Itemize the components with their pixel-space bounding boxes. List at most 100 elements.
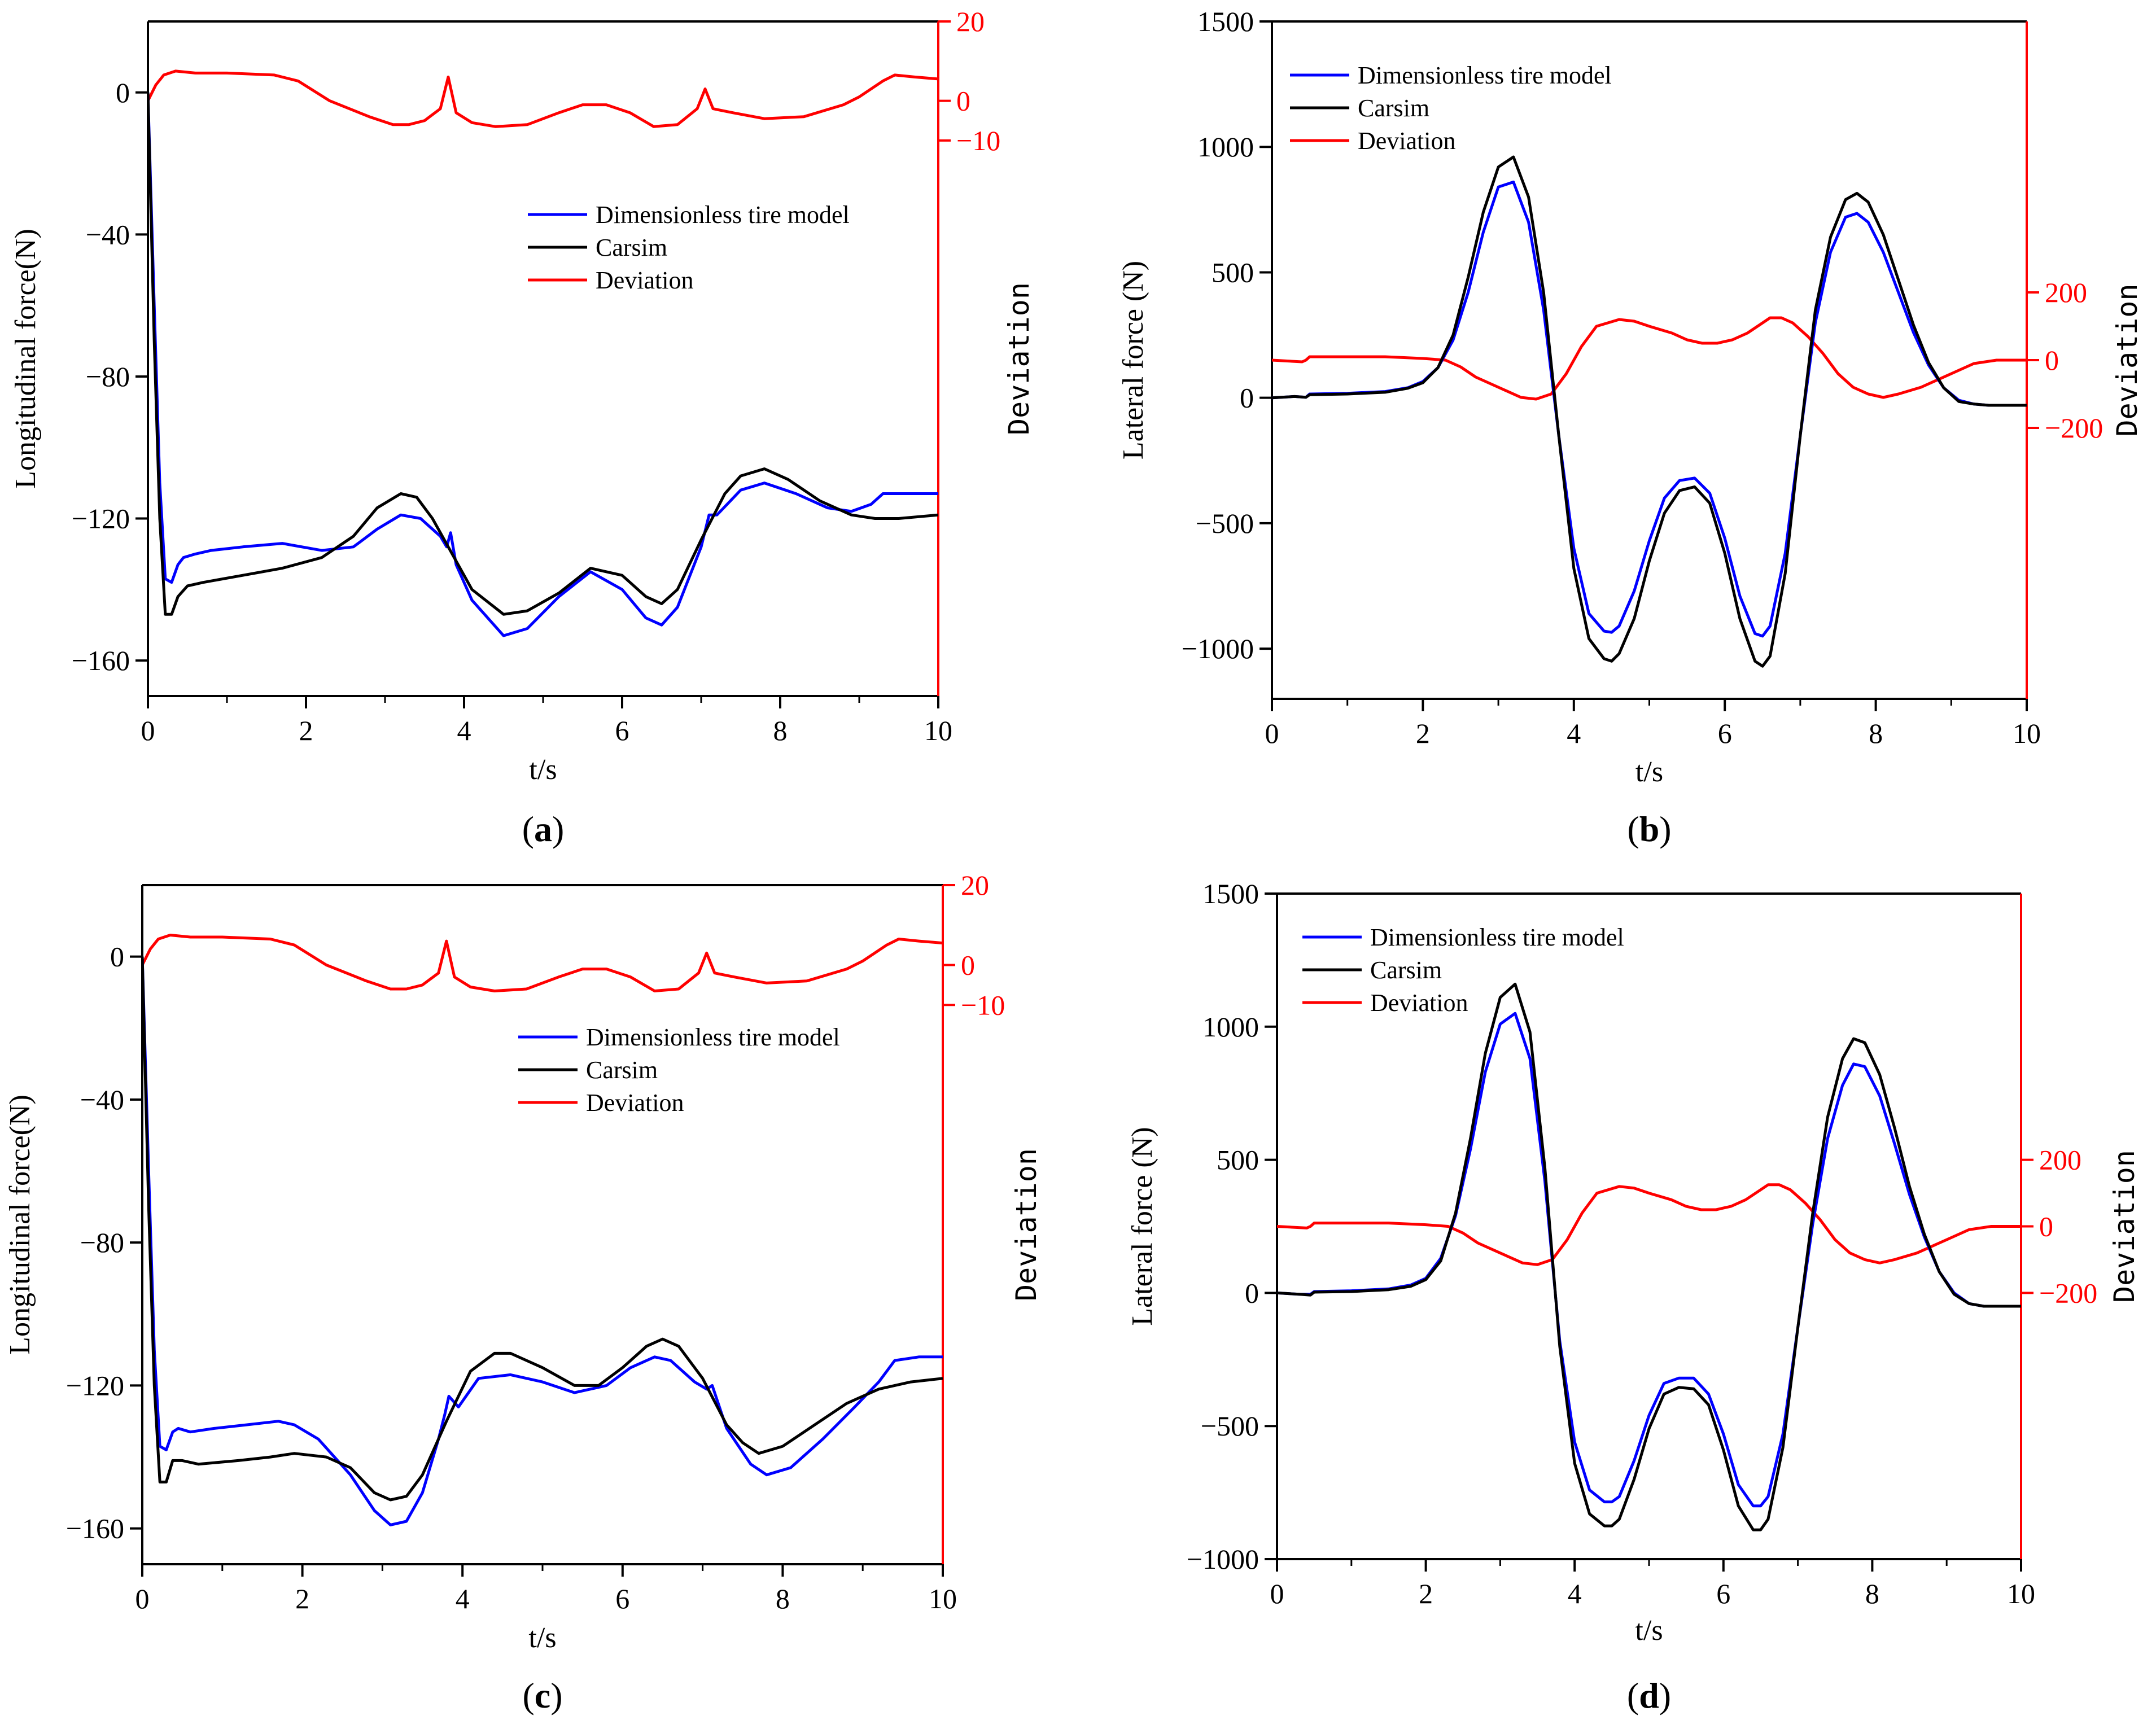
panel-label: (d) bbox=[1627, 1675, 1671, 1716]
chart-panel-d: 0 2 4 6 8 10 1500 1000 500 0 −500 −1000 200 0 −200 t/s L… bbox=[1126, 878, 2141, 1716]
y2-axis-label: Deviation bbox=[1010, 1148, 1043, 1301]
x-tick-label: 2 bbox=[1416, 717, 1430, 749]
x-tick-label: 6 bbox=[1718, 717, 1732, 749]
legend-label: Carsim bbox=[1370, 956, 1442, 984]
y-tick-label: 1500 bbox=[1197, 6, 1254, 37]
legend-label: Dimensionless tire model bbox=[586, 1023, 840, 1051]
x-tick-label: 2 bbox=[295, 1583, 309, 1614]
legend-label: Carsim bbox=[1358, 94, 1429, 122]
series-line-carsim bbox=[142, 956, 943, 1502]
legend-label: Deviation bbox=[1358, 127, 1456, 155]
y-axis-label: Lateral force (N) bbox=[1126, 1127, 1158, 1325]
legend-label: Carsim bbox=[596, 234, 667, 261]
series-line-model bbox=[142, 956, 943, 1526]
y-tick-label: 0 bbox=[116, 77, 130, 108]
x-tick-label: 8 bbox=[776, 1583, 790, 1614]
series-line-deviation bbox=[148, 69, 938, 128]
legend-label: Dimensionless tire model bbox=[1358, 62, 1612, 89]
y-tick-label: −1000 bbox=[1182, 633, 1254, 664]
y2-tick-label: 200 bbox=[2039, 1144, 2081, 1176]
legend-label: Deviation bbox=[586, 1089, 684, 1117]
y-tick-label: 0 bbox=[1245, 1277, 1259, 1308]
series-line-carsim bbox=[148, 92, 938, 616]
x-tick-label: 0 bbox=[141, 715, 155, 746]
x-tick-label: 8 bbox=[1865, 1578, 1879, 1609]
x-axis-label: t/s bbox=[1635, 1614, 1663, 1647]
chart-panel-c: 0 2 4 6 8 10 0 −40 −80 −120 −160 20 0 −10 t/s Longitudi… bbox=[4, 869, 1043, 1716]
panel-label: (a) bbox=[522, 809, 565, 849]
series-line-deviation bbox=[142, 934, 943, 992]
y-tick-label: −160 bbox=[72, 645, 130, 676]
y2-tick-label: −200 bbox=[2045, 412, 2103, 444]
x-tick-label: 2 bbox=[1419, 1578, 1433, 1609]
y2-tick-label: 0 bbox=[2039, 1211, 2053, 1242]
y-tick-label: −40 bbox=[86, 218, 130, 250]
x-tick-label: 0 bbox=[1265, 717, 1279, 749]
x-tick-label: 2 bbox=[299, 715, 313, 746]
y-tick-label: 0 bbox=[110, 941, 124, 973]
series-line-deviation bbox=[1277, 1183, 2021, 1266]
series-line-model bbox=[148, 92, 938, 637]
x-tick-label: 6 bbox=[615, 715, 629, 746]
x-tick-label: 0 bbox=[135, 1583, 150, 1614]
x-tick-label: 10 bbox=[2007, 1578, 2035, 1609]
y2-axis-label: Deviation bbox=[2108, 1150, 2141, 1303]
y-tick-label: −1000 bbox=[1187, 1543, 1259, 1575]
y-tick-label: 0 bbox=[1240, 382, 1254, 414]
x-tick-label: 8 bbox=[1869, 717, 1883, 749]
x-tick-label: 6 bbox=[1716, 1578, 1730, 1609]
x-tick-label: 4 bbox=[456, 1583, 470, 1614]
y-axis-label: Lateral force (N) bbox=[1117, 261, 1149, 459]
y2-tick-label: 0 bbox=[956, 85, 970, 117]
legend: Dimensionless tire model Carsim Deviation bbox=[1290, 62, 1612, 155]
panel-label: (b) bbox=[1627, 809, 1671, 849]
x-tick-label: 10 bbox=[929, 1583, 957, 1614]
chart-panel-b: 0 2 4 6 8 10 1500 1000 500 0 −500 −1000 200 0 −200 t/s L… bbox=[1117, 6, 2144, 849]
y-tick-label: 1500 bbox=[1202, 878, 1259, 909]
x-tick-label: 4 bbox=[1568, 1578, 1582, 1609]
chart-panel-a: 0 2 4 6 8 10 0 −40 −80 −120 −160 20 0 −10 t/s Longitudi… bbox=[10, 6, 1035, 849]
y2-tick-label: −10 bbox=[956, 125, 1000, 156]
y2-tick-label: 20 bbox=[961, 869, 989, 901]
series-line-carsim bbox=[1277, 982, 2021, 1531]
y2-axis-label: Deviation bbox=[1003, 282, 1035, 435]
y-tick-label: 1000 bbox=[1197, 131, 1254, 163]
series-line-carsim bbox=[1272, 155, 2027, 668]
y-tick-label: −40 bbox=[80, 1084, 124, 1115]
x-axis-label: t/s bbox=[528, 1622, 556, 1654]
series-line-model bbox=[1272, 180, 2027, 638]
x-axis-label: t/s bbox=[1635, 756, 1663, 788]
y2-tick-label: 0 bbox=[2045, 344, 2059, 376]
y2-tick-label: 20 bbox=[956, 6, 985, 37]
y2-tick-label: 0 bbox=[961, 949, 975, 981]
legend-label: Deviation bbox=[596, 266, 694, 294]
y-tick-label: 500 bbox=[1212, 256, 1254, 288]
x-tick-label: 10 bbox=[2013, 717, 2041, 749]
y-tick-label: −500 bbox=[1196, 507, 1254, 539]
y-tick-label: −120 bbox=[66, 1369, 124, 1401]
x-tick-label: 8 bbox=[773, 715, 788, 746]
x-tick-label: 4 bbox=[1567, 717, 1581, 749]
legend: Dimensionless tire model Carsim Deviation bbox=[518, 1023, 840, 1117]
legend-label: Dimensionless tire model bbox=[596, 201, 850, 229]
legend-label: Dimensionless tire model bbox=[1370, 924, 1624, 951]
legend: Dimensionless tire model Carsim Deviation bbox=[1302, 924, 1624, 1017]
legend: Dimensionless tire model Carsim Deviation bbox=[528, 201, 850, 294]
y-tick-label: −80 bbox=[86, 361, 130, 392]
y-tick-label: −120 bbox=[72, 503, 130, 535]
y-axis-label: Longitudinal force(N) bbox=[4, 1095, 36, 1355]
y-tick-label: 1000 bbox=[1202, 1011, 1259, 1043]
x-tick-label: 4 bbox=[457, 715, 471, 746]
x-tick-label: 6 bbox=[615, 1583, 629, 1614]
y-tick-label: 500 bbox=[1217, 1144, 1259, 1176]
y-axis-label: Longitudinal force(N) bbox=[10, 229, 42, 489]
legend-label: Deviation bbox=[1370, 989, 1468, 1017]
legend-label: Carsim bbox=[586, 1056, 658, 1084]
x-tick-label: 0 bbox=[1270, 1578, 1284, 1609]
y2-axis-label: Deviation bbox=[2111, 284, 2144, 437]
y-tick-label: −160 bbox=[66, 1513, 124, 1544]
y2-tick-label: −10 bbox=[961, 989, 1005, 1021]
x-tick-label: 10 bbox=[924, 715, 952, 746]
y2-tick-label: 200 bbox=[2045, 277, 2087, 308]
